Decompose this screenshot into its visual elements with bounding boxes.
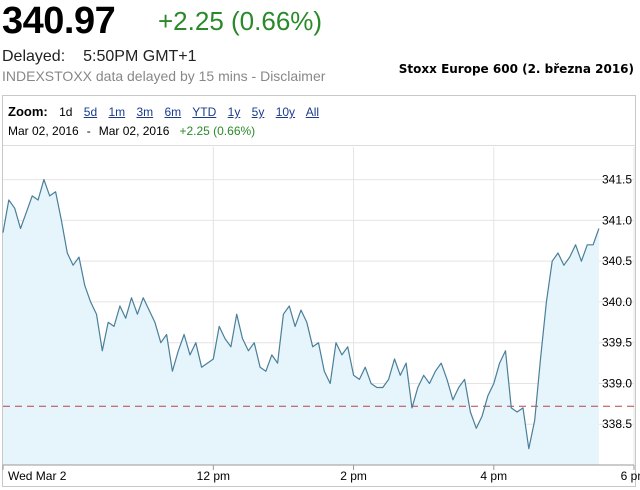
- zoom-option-3m[interactable]: 3m: [136, 105, 154, 119]
- range-from-date[interactable]: Mar 02, 2016: [8, 124, 79, 138]
- price-change: +2.25 (0.66%): [158, 6, 323, 36]
- price-line: [2, 179, 600, 450]
- y-tick-label: 341.5: [602, 173, 632, 187]
- range-change: +2.25 (0.66%): [179, 124, 256, 138]
- zoom-toolbar: Zoom: 1d 5d 1m 3m 6m YTD 1y 5y 10y All: [8, 104, 327, 119]
- y-tick-label: 341.0: [602, 213, 632, 227]
- zoom-option-1d[interactable]: 1d: [59, 105, 73, 119]
- x-tick-label: 4 pm: [480, 469, 507, 483]
- zoom-option-all[interactable]: All: [305, 105, 320, 119]
- price-area: [3, 179, 599, 465]
- zoom-option-ytd[interactable]: YTD: [192, 105, 217, 119]
- zoom-label: Zoom:: [8, 104, 48, 119]
- date-range: Mar 02, 2016- Mar 02, 2016 +2.25 (0.66%): [8, 124, 255, 138]
- delayed-label: Delayed:: [2, 48, 66, 65]
- zoom-option-1y[interactable]: 1y: [227, 105, 241, 119]
- zoom-option-1m[interactable]: 1m: [108, 105, 126, 119]
- y-tick-label: 340.5: [602, 254, 632, 268]
- zoom-option-5y[interactable]: 5y: [251, 105, 265, 119]
- range-to-date[interactable]: Mar 02, 2016: [98, 124, 170, 138]
- x-tick-label: 2 pm: [340, 469, 367, 483]
- x-tick-label: Wed Mar 2: [8, 469, 67, 483]
- y-tick-label: 339.0: [602, 376, 632, 390]
- y-tick-label: 340.0: [602, 295, 632, 309]
- range-separator: -: [86, 124, 91, 138]
- zoom-option-6m[interactable]: 6m: [164, 105, 182, 119]
- y-axis: 338.5 339.0 339.5 340.0 340.5 341.0 341.5: [602, 173, 632, 432]
- last-price: 340.97: [2, 0, 116, 42]
- delayed-time: 5:50PM GMT+1: [83, 48, 197, 65]
- zoom-option-5d[interactable]: 5d: [83, 105, 98, 119]
- delayed-info: Delayed: 5:50PM GMT+1: [2, 48, 197, 66]
- chart-caption: Stoxx Europe 600 (2. března 2016): [398, 62, 634, 76]
- data-disclaimer[interactable]: INDEXSTOXX data delayed by 15 mins - Dis…: [2, 68, 326, 84]
- y-tick-label: 338.5: [602, 417, 632, 431]
- x-tick-label: 6 pm: [621, 469, 640, 483]
- x-tick-label: 12 pm: [197, 469, 230, 483]
- x-axis: Wed Mar 2 12 pm 2 pm 4 pm 6 pm: [2, 465, 640, 483]
- y-tick-label: 339.5: [602, 336, 632, 350]
- zoom-option-10y[interactable]: 10y: [275, 105, 296, 119]
- toolbar-divider: [3, 145, 635, 146]
